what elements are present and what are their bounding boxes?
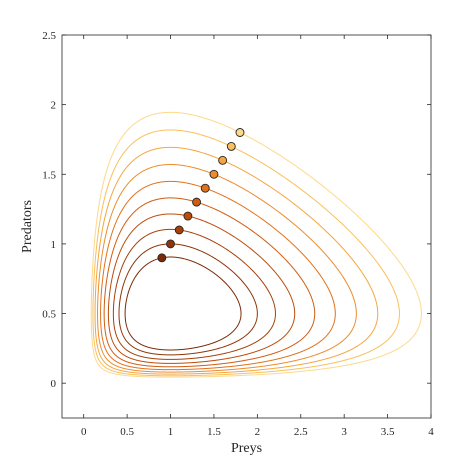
trajectory-line <box>97 164 357 373</box>
y-tick-label: 1 <box>51 239 57 251</box>
trajectory-line <box>90 111 422 378</box>
trajectory-line <box>100 180 336 371</box>
start-point <box>226 141 236 151</box>
x-tick-label: 2 <box>255 426 261 438</box>
y-tick-label: 0 <box>51 378 57 390</box>
x-tick-label: 0 <box>81 426 87 438</box>
start-point <box>166 239 175 249</box>
trajectory-line <box>103 197 316 368</box>
x-axis: 0 0.5 1 1.5 2 2.5 3 3.5 4 <box>81 35 434 438</box>
x-tick-label: 3 <box>341 426 347 438</box>
y-tick-label: 0.5 <box>42 309 56 321</box>
trajectory-line <box>112 228 276 360</box>
y-axis: 0 0.5 1 1.5 2 2.5 <box>42 30 431 390</box>
x-tick-label: 2.5 <box>294 426 308 438</box>
trajectory-line <box>118 243 258 356</box>
trajectory-layer <box>90 111 422 378</box>
start-point <box>218 155 228 165</box>
trajectory-line <box>92 129 400 377</box>
start-point-layer <box>157 128 245 263</box>
x-tick-label: 1 <box>168 426 174 438</box>
y-axis-label: Predators <box>20 200 35 253</box>
trajectory-line <box>124 256 242 351</box>
start-point <box>209 169 219 179</box>
x-tick-label: 1.5 <box>207 426 221 438</box>
y-tick-label: 2 <box>51 100 57 112</box>
x-tick-label: 4 <box>428 426 434 438</box>
start-point <box>192 197 202 207</box>
start-point <box>200 183 210 193</box>
trajectory-line <box>94 146 379 375</box>
start-point <box>157 253 167 263</box>
trajectory-line <box>107 213 296 364</box>
start-point <box>235 128 245 137</box>
x-axis-label: Preys <box>231 441 262 456</box>
start-point <box>183 211 193 221</box>
y-tick-label: 1.5 <box>42 169 56 181</box>
y-tick-label: 2.5 <box>42 30 56 42</box>
x-tick-label: 3.5 <box>381 426 395 438</box>
x-tick-label: 0.5 <box>120 426 134 438</box>
start-point <box>174 225 184 235</box>
